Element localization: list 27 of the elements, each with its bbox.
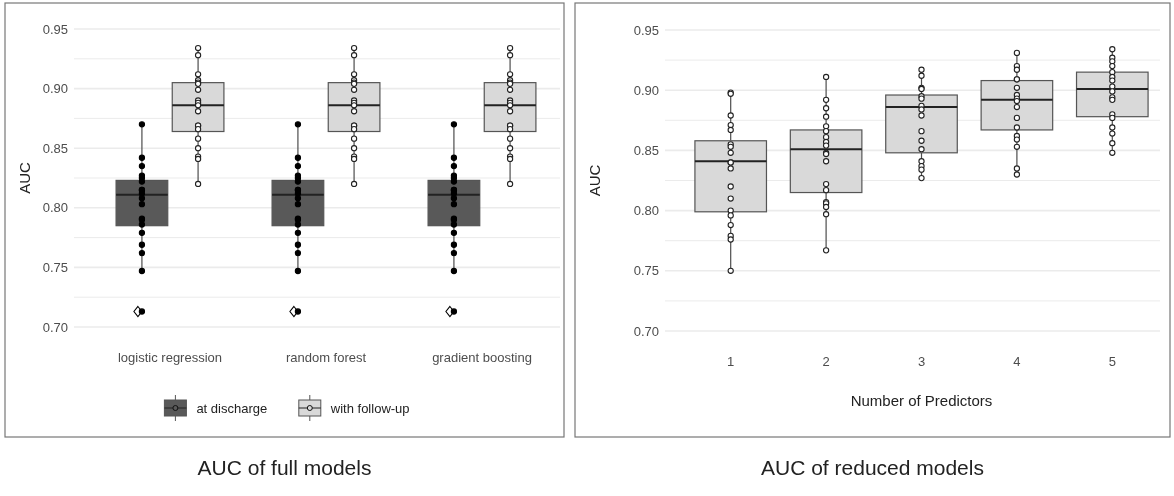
x-tick-label: 5 [1108,354,1116,369]
y-tick-label: 0.70 [633,323,659,339]
y-tick-label: 0.95 [633,22,659,38]
y-tick-label: 0.70 [42,319,68,335]
y-axis-title: AUC [16,162,33,194]
y-tick-label: 0.75 [633,263,659,279]
text: AUC of reduced models [761,456,984,479]
y-axis-title: AUC [586,164,603,197]
x-tick-label: 3 [917,354,926,369]
x-tick-label: 2 [822,354,830,369]
y-tick-label: 0.80 [633,203,659,219]
y-tick-label: 0.95 [42,21,68,37]
x-tick-label: 4 [1013,354,1021,369]
y-tick-label: 0.85 [42,140,68,156]
x-tick-label: random forest [285,350,367,365]
legend-label: at discharge [196,400,268,416]
y-tick-label: 0.75 [42,259,68,275]
x-tick-label: 1 [727,354,735,369]
text: AUC of full models [197,456,372,479]
y-tick-label: 0.90 [42,81,68,97]
legend-label: with follow-up [329,400,410,416]
x-tick-label: gradient boosting [432,350,532,365]
x-tick-label: logistic regression [117,350,223,365]
y-tick-label: 0.80 [42,200,68,216]
x-axis-title: Number of Predictors [850,392,993,409]
y-tick-label: 0.90 [633,82,659,98]
y-tick-label: 0.85 [633,142,659,158]
